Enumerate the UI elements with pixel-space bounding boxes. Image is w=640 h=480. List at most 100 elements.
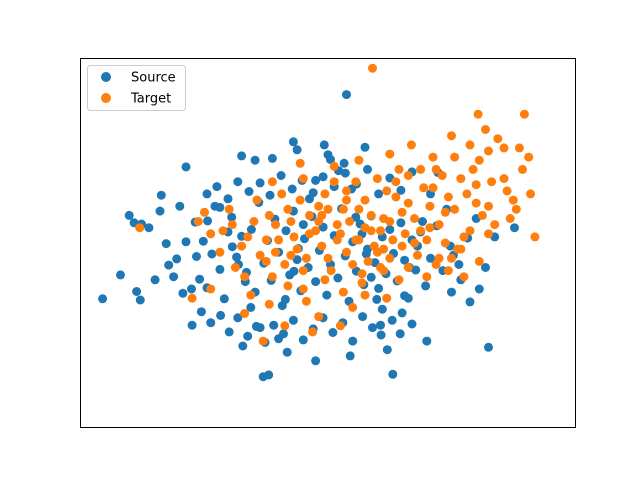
point-target-141 bbox=[261, 235, 271, 245]
point-target-65 bbox=[246, 290, 256, 300]
point-target-169 bbox=[456, 174, 466, 184]
point-source-142 bbox=[328, 328, 338, 337]
point-target-4 bbox=[484, 146, 493, 156]
point-target-116 bbox=[422, 272, 432, 282]
point-target-74 bbox=[382, 186, 392, 196]
point-target-111 bbox=[326, 266, 336, 276]
point-target-113 bbox=[363, 256, 373, 266]
point-target-23 bbox=[342, 186, 351, 196]
point-target-167 bbox=[298, 284, 308, 294]
point-source-139 bbox=[298, 335, 308, 345]
point-target-28 bbox=[280, 260, 290, 269]
point-source-181 bbox=[447, 287, 456, 297]
point-target-89 bbox=[468, 164, 478, 174]
point-target-80 bbox=[252, 195, 262, 205]
point-target-128 bbox=[200, 207, 209, 217]
point-target-140 bbox=[320, 189, 330, 199]
point-source-1 bbox=[116, 270, 125, 280]
point-target-7 bbox=[471, 180, 481, 190]
point-target-56 bbox=[459, 232, 469, 242]
point-source-183 bbox=[484, 342, 493, 352]
point-target-67 bbox=[348, 302, 358, 312]
point-target-160 bbox=[459, 272, 469, 282]
point-target-148 bbox=[301, 253, 311, 263]
point-target-107 bbox=[332, 220, 342, 230]
point-target-90 bbox=[487, 177, 497, 187]
point-target-82 bbox=[298, 174, 308, 184]
point-target-0 bbox=[368, 63, 377, 73]
point-source-186 bbox=[250, 155, 260, 165]
point-target-133 bbox=[499, 143, 509, 153]
point-source-129 bbox=[206, 318, 216, 328]
point-target-42 bbox=[286, 217, 296, 226]
point-source-144 bbox=[348, 336, 358, 346]
point-source-131 bbox=[224, 327, 234, 337]
point-source-11 bbox=[178, 288, 188, 298]
point-target-34 bbox=[206, 284, 216, 294]
point-source-67 bbox=[207, 249, 217, 259]
point-source-166 bbox=[363, 164, 372, 174]
point-target-153 bbox=[471, 198, 481, 208]
point-target-114 bbox=[379, 244, 389, 254]
point-target-69 bbox=[382, 293, 392, 303]
point-target-134 bbox=[524, 152, 534, 162]
point-target-98 bbox=[511, 204, 521, 214]
point-target-30 bbox=[255, 250, 265, 260]
point-target-147 bbox=[450, 204, 460, 214]
point-target-152 bbox=[425, 223, 435, 233]
point-target-79 bbox=[264, 210, 274, 220]
point-target-136 bbox=[416, 226, 426, 236]
point-target-156 bbox=[267, 177, 277, 187]
point-target-48 bbox=[360, 223, 370, 233]
point-target-129 bbox=[295, 158, 305, 168]
point-target-120 bbox=[286, 250, 296, 260]
point-target-18 bbox=[403, 171, 413, 180]
point-target-88 bbox=[450, 152, 460, 162]
point-source-10 bbox=[169, 272, 179, 282]
point-target-97 bbox=[465, 140, 475, 150]
point-target-66 bbox=[314, 312, 324, 322]
point-source-4 bbox=[124, 210, 134, 220]
point-source-167 bbox=[374, 189, 384, 199]
point-source-151 bbox=[202, 189, 212, 199]
point-source-97 bbox=[333, 273, 343, 283]
point-target-91 bbox=[502, 186, 512, 196]
point-target-150 bbox=[314, 217, 324, 226]
point-target-143 bbox=[385, 253, 395, 263]
point-source-16 bbox=[215, 202, 225, 212]
point-source-41 bbox=[372, 294, 382, 304]
point-target-144 bbox=[227, 220, 237, 230]
point-source-65 bbox=[195, 274, 205, 284]
point-source-127 bbox=[187, 284, 196, 294]
point-target-130 bbox=[329, 161, 339, 171]
point-source-173 bbox=[292, 145, 302, 155]
point-target-13 bbox=[465, 226, 475, 236]
point-source-6 bbox=[144, 223, 154, 233]
point-target-5 bbox=[474, 155, 484, 165]
point-source-147 bbox=[377, 304, 387, 314]
point-target-166 bbox=[379, 266, 389, 276]
point-target-17 bbox=[416, 164, 426, 174]
point-source-70 bbox=[227, 212, 237, 222]
point-source-55 bbox=[465, 297, 475, 307]
point-target-44 bbox=[311, 226, 321, 236]
point-source-2 bbox=[135, 295, 145, 305]
point-target-75 bbox=[403, 198, 413, 208]
point-target-86 bbox=[419, 183, 429, 193]
point-source-3 bbox=[132, 287, 142, 296]
point-source-71 bbox=[232, 252, 242, 262]
point-target-62 bbox=[301, 296, 311, 306]
point-target-135 bbox=[440, 238, 450, 248]
point-target-105 bbox=[369, 241, 379, 251]
point-target-15 bbox=[440, 207, 450, 217]
plot-area-frame bbox=[80, 58, 576, 428]
point-target-157 bbox=[206, 229, 216, 239]
point-target-102 bbox=[413, 250, 422, 260]
point-source-179 bbox=[187, 320, 197, 330]
point-target-109 bbox=[289, 232, 299, 242]
point-source-82 bbox=[277, 301, 287, 311]
point-source-156 bbox=[255, 178, 265, 188]
point-source-42 bbox=[376, 320, 385, 330]
point-target-161 bbox=[484, 229, 493, 239]
point-source-40 bbox=[366, 272, 376, 282]
